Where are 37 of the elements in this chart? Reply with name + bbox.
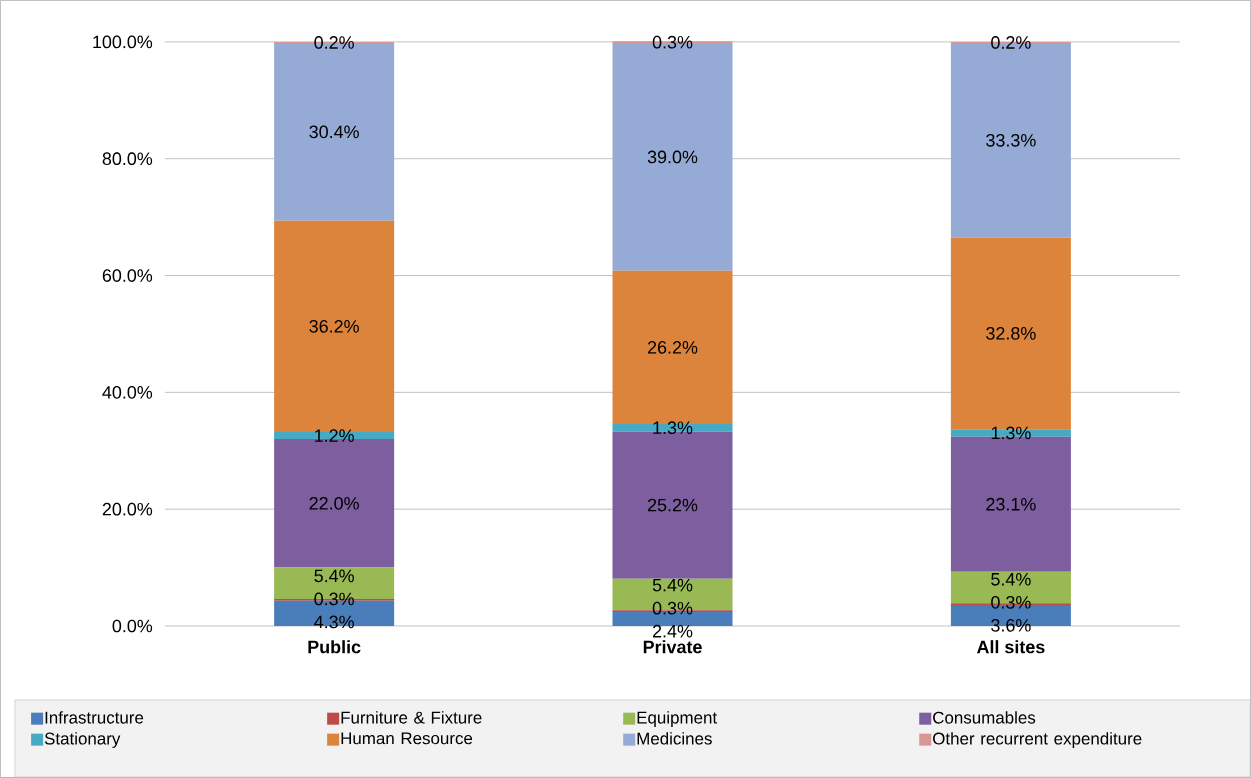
legend-label: Consumables <box>933 711 1036 724</box>
legend-label: Infrastructure <box>45 711 144 724</box>
data-label: 36.2% <box>309 320 359 333</box>
y-tick-label: 0.0% <box>112 619 153 633</box>
data-label: 4.3% <box>314 615 354 629</box>
data-label: 1.3% <box>653 421 693 435</box>
data-label: 1.3% <box>991 426 1031 440</box>
legend-label: Furniture & Fixture <box>341 711 482 724</box>
data-label: 5.4% <box>314 569 354 583</box>
x-tick-label: Public <box>308 640 361 654</box>
data-label: 26.2% <box>647 341 698 354</box>
data-label: 0.3% <box>652 35 693 49</box>
y-tick-label: 60.0% <box>102 269 153 282</box>
legend-label: Other recurrent expenditure <box>933 732 1142 748</box>
data-label: 22.0% <box>309 497 359 510</box>
data-label: 0.2% <box>991 36 1031 49</box>
data-label: 23.1% <box>986 497 1036 511</box>
legend-label: Medicines <box>637 732 712 745</box>
data-label: 1.2% <box>315 429 354 442</box>
data-label: 25.2% <box>647 498 698 512</box>
data-label: 2.4% <box>652 624 693 638</box>
y-tick-label: 40.0% <box>102 386 153 399</box>
data-label: 5.4% <box>652 578 693 592</box>
y-tick-label: 20.0% <box>102 502 153 516</box>
data-label: 33.3% <box>986 134 1036 147</box>
y-tick-label: 100.0% <box>93 35 153 49</box>
legend-label: Stationary <box>44 732 121 748</box>
y-tick-label: 80.0% <box>102 152 153 166</box>
data-label: 30.4% <box>309 125 359 139</box>
data-label: 0.2% <box>314 36 354 49</box>
data-label: 32.8% <box>986 327 1036 340</box>
data-label: 39.0% <box>647 150 698 164</box>
x-tick-label: All sites <box>976 640 1045 654</box>
legend-label: Human Resource <box>341 732 473 745</box>
x-tick-label: Private <box>643 640 702 654</box>
data-label: 5.4% <box>991 573 1031 586</box>
legend-label: Equipment <box>637 711 718 728</box>
